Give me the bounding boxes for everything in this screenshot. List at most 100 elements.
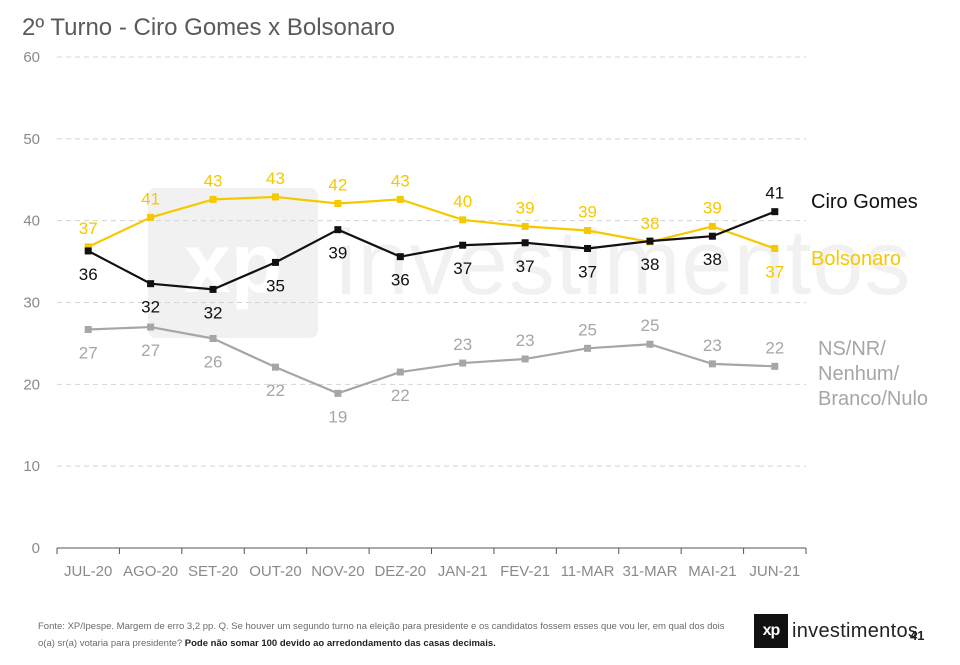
series-label-ciro: Ciro Gomes: [811, 191, 918, 213]
x-tick-label: FEV-21: [500, 563, 550, 580]
data-point: [771, 244, 779, 252]
data-label: 22: [391, 386, 410, 405]
x-tick-label: SET-20: [188, 563, 238, 580]
grid-layer: [57, 56, 806, 467]
data-point: [521, 239, 529, 247]
data-point: [84, 243, 92, 251]
data-label: 22: [765, 338, 784, 357]
data-label: 25: [640, 316, 659, 335]
data-label: 40: [453, 192, 472, 211]
data-point: [209, 195, 217, 203]
y-tick-label: 30: [23, 295, 40, 312]
series-label-ns-line: Nenhum/: [818, 363, 900, 385]
data-label: 35: [266, 276, 285, 295]
x-tick-label: 11-MAR: [561, 563, 615, 580]
series-label-ns: NS/NR/Nenhum/Branco/Nulo: [818, 338, 928, 410]
x-tick-label: MAI-21: [688, 563, 736, 580]
data-label: 37: [765, 262, 784, 281]
data-label: 43: [204, 171, 223, 190]
data-label: 37: [453, 259, 472, 278]
data-label: 43: [391, 171, 410, 190]
data-label: 38: [640, 255, 659, 274]
series-layer: [84, 193, 779, 397]
data-point: [396, 368, 404, 376]
data-point: [708, 360, 716, 368]
x-tick-label: JAN-21: [438, 563, 488, 580]
x-tick-label: AGO-20: [123, 563, 178, 580]
series-line: [87, 195, 776, 250]
series-label-bolsonaro: Bolsonaro: [811, 248, 901, 270]
data-label: 38: [640, 214, 659, 233]
data-label: 32: [204, 303, 223, 322]
data-point: [147, 323, 155, 331]
data-label: 32: [141, 298, 160, 317]
data-label: 36: [79, 265, 98, 284]
page-number: 41: [910, 628, 925, 643]
data-label: 23: [703, 336, 722, 355]
data-label: 39: [578, 202, 597, 221]
data-label: 23: [516, 331, 535, 350]
data-label: 27: [141, 341, 160, 360]
data-point: [521, 222, 529, 230]
data-point: [708, 232, 716, 240]
y-tick-label: 60: [23, 49, 40, 66]
data-point: [84, 326, 92, 334]
series-line: [87, 210, 776, 291]
data-label: 23: [453, 335, 472, 354]
label-layer: 27 27 26 22 19 22 23 23 25 25 23 22 37 41 43 43 42 43 40 39…: [79, 169, 928, 426]
brand-mark: xp: [754, 614, 788, 648]
brand-word: investimentos: [792, 619, 919, 642]
footer-note: Fonte: XP/Ipespe. Margem de erro 3,2 pp.…: [38, 618, 738, 652]
x-tick-label: JUN-21: [749, 563, 800, 580]
data-point: [334, 226, 342, 234]
data-label: 22: [266, 381, 285, 400]
data-point: [271, 193, 279, 201]
data-label: 39: [328, 244, 347, 263]
data-label: 37: [578, 262, 597, 281]
data-point: [396, 195, 404, 203]
data-label: 42: [328, 175, 347, 194]
data-label: 27: [79, 344, 98, 363]
chart-title: 2º Turno - Ciro Gomes x Bolsonaro: [22, 14, 395, 41]
data-point: [708, 222, 716, 230]
x-tick-label: JUL-20: [64, 563, 112, 580]
data-point: [396, 253, 404, 261]
line-chart: 0 10 20 30 40 50 60 JUL-20 AGO-20 SET-20 OUT-20 NOV…: [23, 49, 928, 580]
data-point: [271, 363, 279, 371]
data-point: [147, 280, 155, 288]
data-label: 41: [141, 189, 160, 208]
watermark-mark: xp: [148, 188, 318, 338]
data-point: [209, 335, 217, 343]
footer-disclaimer: Pode não somar 100 devido ao arredondame…: [184, 638, 496, 649]
data-point: [459, 241, 467, 249]
data-label: 19: [328, 407, 347, 426]
data-point: [584, 344, 592, 352]
data-label: 37: [516, 257, 535, 276]
data-point: [147, 213, 155, 221]
data-point: [771, 362, 779, 370]
data-label: 43: [266, 169, 285, 188]
x-tick-label: OUT-20: [249, 563, 302, 580]
data-point: [459, 359, 467, 367]
y-tick-label: 20: [23, 376, 40, 393]
data-point: [646, 237, 654, 245]
x-tick-label: DEZ-20: [374, 563, 426, 580]
brand-logo: xp investimentos: [754, 614, 918, 648]
data-label: 25: [578, 320, 597, 339]
data-point: [271, 258, 279, 266]
data-point: [209, 285, 217, 293]
watermark-logo: xp investimentos: [148, 188, 911, 338]
data-point: [334, 199, 342, 207]
series-label-ns-line: Branco/Nulo: [818, 388, 928, 410]
data-point: [84, 247, 92, 255]
data-point: [584, 226, 592, 234]
axis-layer: 0 10 20 30 40 50 60 JUL-20 AGO-20 SET-20 OUT-20 NOV…: [23, 49, 807, 580]
y-tick-label: 0: [32, 540, 40, 557]
data-point: [521, 355, 529, 363]
data-label: 39: [516, 198, 535, 217]
y-tick-label: 10: [23, 458, 40, 475]
data-label: 37: [79, 219, 98, 238]
y-tick-label: 50: [23, 131, 40, 148]
y-tick-label: 40: [23, 213, 40, 230]
data-label: 38: [703, 250, 722, 269]
